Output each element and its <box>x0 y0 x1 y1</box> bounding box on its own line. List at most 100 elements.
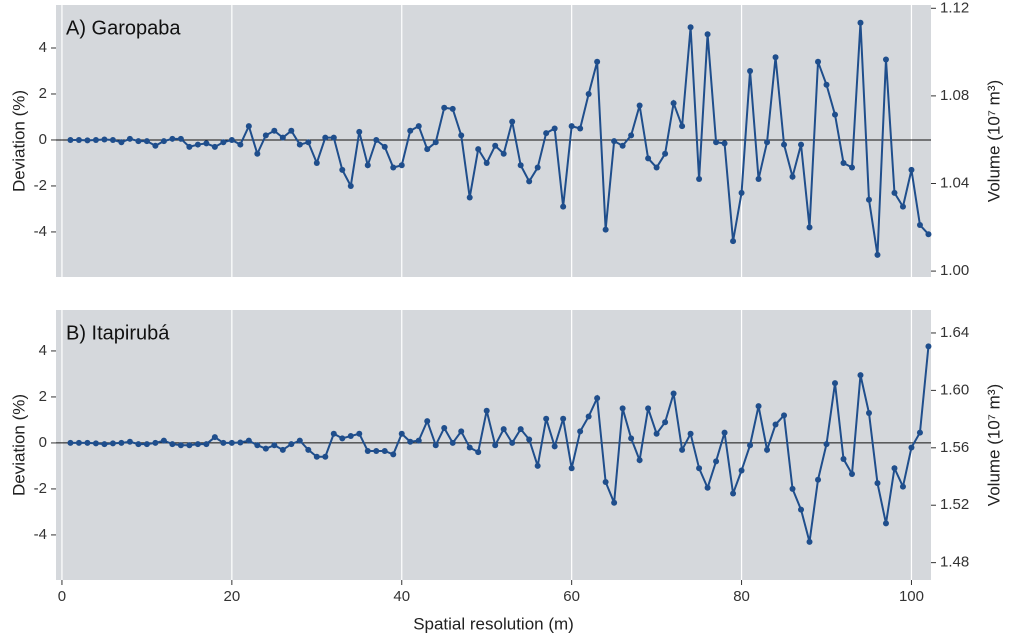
data-point <box>568 465 575 472</box>
data-point <box>602 226 609 233</box>
data-point <box>806 224 813 231</box>
data-point <box>254 150 261 157</box>
data-point <box>696 176 703 183</box>
data-point <box>848 164 855 171</box>
data-point <box>356 430 363 437</box>
data-point <box>160 138 167 145</box>
data-point <box>143 138 150 145</box>
data-point <box>916 222 923 229</box>
data-point <box>611 138 618 145</box>
y2-tick-label: 1.52 <box>940 496 969 513</box>
data-point <box>848 470 855 477</box>
data-point <box>322 453 329 460</box>
y-tick-label: 2 <box>39 85 47 102</box>
y-tick-label: 0 <box>39 131 47 148</box>
data-point <box>577 125 584 132</box>
data-point <box>228 136 235 143</box>
data-point <box>925 231 932 238</box>
data-point <box>925 343 932 350</box>
data-point <box>211 434 218 441</box>
panel-title: B) Itapirubá <box>66 322 170 344</box>
data-point <box>313 159 320 166</box>
data-point <box>874 480 881 487</box>
data-point <box>203 140 210 147</box>
data-point <box>373 136 380 143</box>
data-point <box>840 456 847 463</box>
data-point <box>177 442 184 449</box>
y-tick-label: 2 <box>39 388 47 405</box>
data-point <box>245 123 252 130</box>
data-point <box>772 421 779 428</box>
data-point <box>764 139 771 146</box>
data-point <box>101 441 108 448</box>
data-point <box>203 441 210 448</box>
data-point <box>781 141 788 148</box>
data-point <box>135 441 142 448</box>
data-point <box>339 166 346 173</box>
data-point <box>288 127 295 134</box>
data-point <box>653 430 660 437</box>
data-point <box>882 520 889 527</box>
data-point <box>373 447 380 454</box>
data-point <box>721 429 728 436</box>
data-point <box>126 135 133 142</box>
data-point <box>585 413 592 420</box>
data-point <box>432 442 439 449</box>
data-point <box>364 162 371 169</box>
data-point <box>492 142 499 149</box>
x-tick-label: 100 <box>899 588 924 605</box>
data-point <box>305 446 312 453</box>
data-point <box>602 479 609 486</box>
data-point <box>857 19 864 26</box>
data-point <box>568 123 575 130</box>
data-point <box>228 439 235 446</box>
data-point <box>891 189 898 196</box>
data-point <box>194 441 201 448</box>
data-point <box>262 132 269 139</box>
y-tick-label: -2 <box>34 480 47 497</box>
y-tick-label: -4 <box>34 526 47 543</box>
data-point <box>840 159 847 166</box>
data-point <box>747 67 754 74</box>
data-point <box>75 136 82 143</box>
x-tick-label: 40 <box>393 588 410 605</box>
data-point <box>483 407 490 414</box>
data-point <box>551 443 558 450</box>
data-point <box>781 412 788 419</box>
data-point <box>832 111 839 118</box>
y-tick-label: 4 <box>39 39 47 56</box>
data-point <box>449 439 456 446</box>
data-point <box>475 449 482 456</box>
data-point <box>92 136 99 143</box>
data-point <box>679 123 686 130</box>
y2-axis-label: Volume (10⁷ m³) <box>984 80 1003 202</box>
data-point <box>517 426 524 433</box>
data-point <box>713 458 720 465</box>
data-point <box>322 134 329 141</box>
data-point <box>594 395 601 402</box>
data-point <box>585 90 592 97</box>
data-point <box>882 56 889 63</box>
data-point <box>75 439 82 446</box>
data-point <box>305 139 312 146</box>
data-point <box>908 166 915 173</box>
data-point <box>517 162 524 169</box>
data-point <box>288 441 295 448</box>
plot-area <box>56 5 931 277</box>
data-point <box>755 176 762 183</box>
data-point <box>101 136 108 143</box>
data-point <box>636 457 643 464</box>
data-point <box>619 405 626 412</box>
data-point <box>815 58 822 65</box>
data-point <box>908 444 915 451</box>
data-point <box>458 132 465 139</box>
data-point <box>916 429 923 436</box>
data-point <box>194 141 201 148</box>
data-point <box>466 194 473 201</box>
data-point <box>500 426 507 433</box>
x-tick-label: 0 <box>58 588 66 605</box>
data-point <box>271 442 278 449</box>
data-point <box>271 127 278 134</box>
data-point <box>577 428 584 435</box>
data-point <box>356 128 363 135</box>
